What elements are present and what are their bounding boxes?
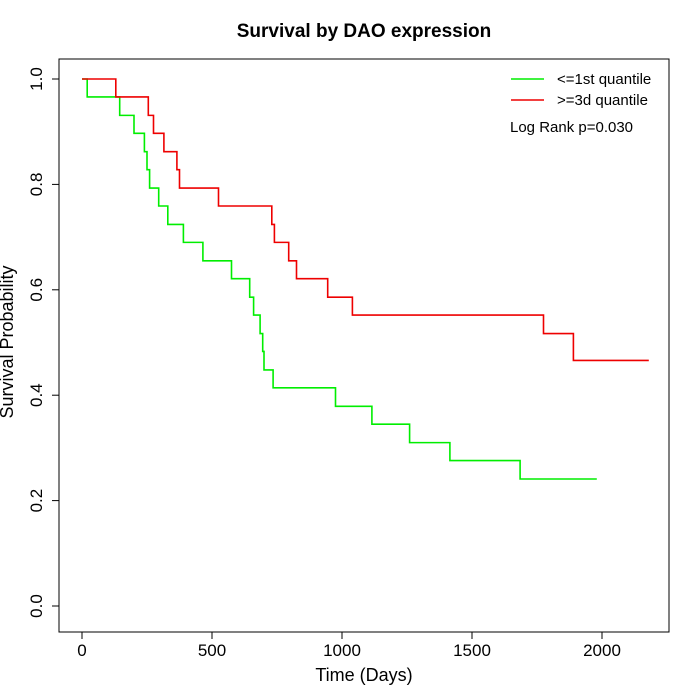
survival-curves bbox=[82, 78, 649, 480]
y-tick-label: 0.2 bbox=[27, 489, 46, 513]
x-axis: 0 500 1000 1500 2000 bbox=[77, 631, 621, 660]
x-axis-label: Time (Days) bbox=[315, 665, 412, 685]
plot-frame bbox=[58, 58, 670, 633]
x-tick-label: 0 bbox=[77, 641, 86, 660]
survival-curve-low-quantile bbox=[82, 78, 597, 480]
y-tick-label: 1.0 bbox=[27, 67, 46, 91]
legend: <=1st quantile >=3d quantile bbox=[511, 71, 651, 109]
legend-label: >=3d quantile bbox=[557, 92, 648, 109]
survival-curve-high-quantile bbox=[82, 78, 649, 362]
y-tick-label: 0.4 bbox=[27, 383, 46, 407]
y-axis-label: Survival Probability bbox=[0, 265, 17, 418]
y-tick-label: 0.0 bbox=[27, 594, 46, 618]
y-tick-label: 0.8 bbox=[27, 173, 46, 197]
y-tick-label: 0.6 bbox=[27, 278, 46, 302]
x-tick-label: 500 bbox=[198, 641, 226, 660]
legend-label: <=1st quantile bbox=[557, 71, 651, 88]
chart-title: Survival by DAO expression bbox=[237, 21, 492, 42]
x-tick-label: 2000 bbox=[583, 641, 621, 660]
x-tick-label: 1000 bbox=[323, 641, 361, 660]
x-tick-label: 1500 bbox=[453, 641, 491, 660]
y-axis: 0.0 0.2 0.4 0.6 0.8 1.0 bbox=[27, 67, 60, 618]
log-rank-annotation: Log Rank p=0.030 bbox=[510, 119, 633, 136]
